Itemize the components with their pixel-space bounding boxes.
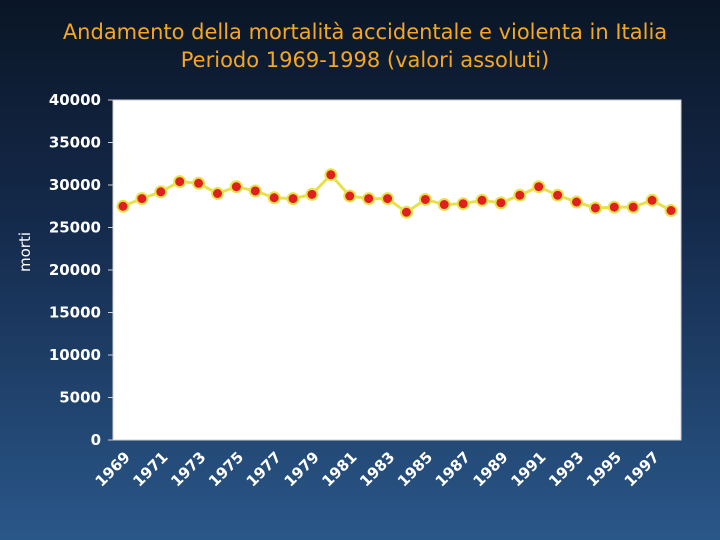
data-point (192, 176, 206, 190)
data-point (532, 180, 546, 194)
x-tick-label: 1979 (281, 448, 323, 490)
y-tick-label: 20000 (49, 261, 101, 279)
data-point (513, 188, 527, 202)
y-tick-label: 35000 (49, 134, 101, 152)
x-tick-label: 1981 (318, 448, 360, 490)
data-point (551, 188, 565, 202)
x-tick-label: 1977 (243, 448, 285, 490)
x-tick-label: 1985 (394, 448, 436, 490)
x-tick-label: 1989 (470, 448, 512, 490)
data-point (570, 195, 584, 209)
data-point (664, 204, 678, 217)
data-point (210, 187, 224, 200)
x-tick-label: 1995 (583, 448, 625, 490)
data-point (229, 180, 243, 194)
x-tick-label: 1991 (507, 448, 549, 490)
data-point (437, 198, 451, 212)
x-tick-label: 1993 (545, 448, 587, 490)
data-point (399, 205, 413, 219)
x-axis-ticks: 1969197119731975197719791981198319851987… (92, 448, 663, 490)
y-tick-label: 15000 (49, 304, 101, 322)
y-tick-label: 40000 (49, 91, 101, 109)
chart-title: Andamento della mortalità accidentale e … (62, 20, 668, 44)
x-tick-label: 1997 (621, 448, 663, 490)
plot-area (112, 99, 682, 441)
data-point (173, 175, 187, 189)
data-point (248, 184, 262, 198)
x-tick-label: 1983 (356, 448, 398, 490)
y-tick-label: 5000 (59, 389, 101, 407)
data-point (324, 168, 338, 182)
x-tick-label: 1987 (432, 448, 474, 490)
x-tick-label: 1971 (129, 448, 171, 490)
data-point (626, 200, 640, 214)
x-tick-label: 1975 (205, 448, 247, 490)
data-point (343, 189, 357, 203)
data-point (645, 193, 659, 207)
x-tick-label: 1973 (167, 448, 209, 490)
chart-title-block: Andamento della mortalità accidentale e … (0, 18, 720, 74)
y-tick-label: 0 (91, 431, 101, 449)
data-point (267, 191, 281, 205)
y-axis-ticks: 0 5000 10000 15000 20000 25000 30000 35000 40000 (49, 91, 113, 449)
data-points (116, 168, 678, 219)
data-point (381, 192, 395, 206)
data-point (116, 199, 130, 213)
y-tick-label: 25000 (49, 219, 101, 237)
y-tick-label: 30000 (49, 176, 101, 194)
x-tick-label: 1969 (92, 448, 134, 490)
y-tick-label: 10000 (49, 346, 101, 364)
data-point (475, 193, 489, 207)
data-point (362, 192, 376, 206)
data-point (607, 200, 621, 214)
data-point (494, 196, 508, 210)
chart-subtitle: Periodo 1969-1998 (valori assoluti) (180, 48, 550, 72)
y-axis-label: morti (16, 232, 34, 272)
data-point (286, 192, 300, 206)
data-point (588, 201, 602, 215)
data-point (135, 192, 149, 206)
data-point (305, 187, 319, 201)
data-point (154, 185, 168, 199)
data-point (418, 192, 432, 206)
data-point (456, 197, 470, 211)
